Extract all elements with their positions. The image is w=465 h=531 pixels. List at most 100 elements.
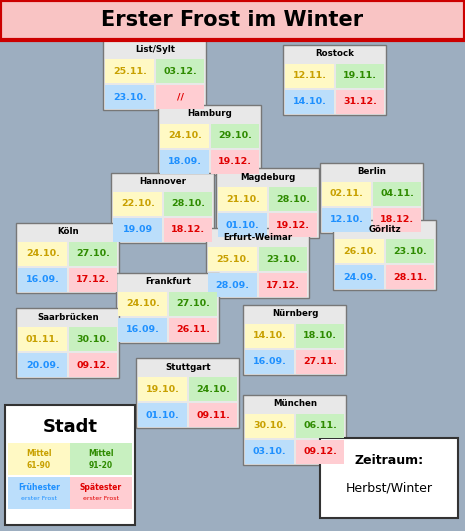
Text: Stadt: Stadt bbox=[42, 418, 98, 436]
Text: 20.09.: 20.09. bbox=[26, 361, 60, 370]
Text: 24.10.: 24.10. bbox=[196, 384, 230, 393]
FancyBboxPatch shape bbox=[106, 59, 154, 83]
Text: 27.10.: 27.10. bbox=[176, 299, 210, 309]
Text: 17.12.: 17.12. bbox=[76, 276, 110, 285]
FancyBboxPatch shape bbox=[106, 85, 154, 109]
Text: Köln: Köln bbox=[57, 227, 79, 236]
Text: 31.12.: 31.12. bbox=[343, 98, 377, 107]
FancyBboxPatch shape bbox=[219, 213, 267, 237]
FancyBboxPatch shape bbox=[336, 64, 385, 88]
FancyBboxPatch shape bbox=[69, 327, 118, 351]
FancyBboxPatch shape bbox=[139, 403, 187, 427]
Text: 27.10.: 27.10. bbox=[76, 250, 110, 259]
FancyBboxPatch shape bbox=[159, 105, 261, 175]
Text: 24.10.: 24.10. bbox=[168, 132, 202, 141]
Text: Mittel: Mittel bbox=[26, 449, 52, 458]
FancyBboxPatch shape bbox=[70, 443, 132, 475]
FancyBboxPatch shape bbox=[160, 124, 209, 148]
Text: Hamburg: Hamburg bbox=[187, 109, 232, 118]
Text: erster Frost: erster Frost bbox=[83, 496, 119, 501]
FancyBboxPatch shape bbox=[336, 265, 384, 289]
FancyBboxPatch shape bbox=[69, 268, 118, 292]
Text: Saarbrücken: Saarbrücken bbox=[37, 313, 99, 321]
Text: 24.10.: 24.10. bbox=[26, 250, 60, 259]
FancyBboxPatch shape bbox=[137, 358, 239, 428]
FancyBboxPatch shape bbox=[8, 477, 70, 509]
Text: erster Frost: erster Frost bbox=[21, 496, 57, 501]
Text: 22.10.: 22.10. bbox=[121, 200, 155, 209]
Text: 30.10.: 30.10. bbox=[76, 335, 110, 344]
Text: 19.11.: 19.11. bbox=[343, 72, 377, 81]
Text: 61-90: 61-90 bbox=[27, 460, 51, 469]
FancyBboxPatch shape bbox=[113, 192, 162, 216]
Text: 24.09.: 24.09. bbox=[343, 272, 377, 281]
Text: 04.11.: 04.11. bbox=[380, 190, 414, 199]
Text: München: München bbox=[273, 399, 317, 408]
Text: 26.10.: 26.10. bbox=[343, 246, 377, 255]
Text: 01.10.: 01.10. bbox=[226, 220, 259, 229]
FancyBboxPatch shape bbox=[5, 405, 135, 525]
Text: 06.11.: 06.11. bbox=[303, 422, 337, 431]
Text: 25.10.: 25.10. bbox=[216, 254, 250, 263]
Text: 01.11.: 01.11. bbox=[26, 335, 60, 344]
FancyBboxPatch shape bbox=[320, 163, 424, 233]
Text: 28.10.: 28.10. bbox=[276, 194, 310, 203]
FancyBboxPatch shape bbox=[373, 208, 421, 232]
Text: 18.09.: 18.09. bbox=[168, 158, 202, 167]
FancyBboxPatch shape bbox=[386, 239, 434, 263]
Text: 23.10.: 23.10. bbox=[393, 246, 427, 255]
Text: Magdeburg: Magdeburg bbox=[240, 173, 296, 182]
FancyBboxPatch shape bbox=[119, 318, 167, 342]
FancyBboxPatch shape bbox=[70, 477, 132, 509]
Text: 30.10.: 30.10. bbox=[253, 422, 286, 431]
Text: 26.11.: 26.11. bbox=[176, 326, 210, 335]
FancyBboxPatch shape bbox=[164, 218, 213, 242]
FancyBboxPatch shape bbox=[156, 85, 205, 109]
FancyBboxPatch shape bbox=[284, 45, 386, 115]
Text: 28.09.: 28.09. bbox=[216, 280, 250, 289]
FancyBboxPatch shape bbox=[320, 438, 458, 518]
Text: 09.12.: 09.12. bbox=[76, 361, 110, 370]
Text: Stuttgart: Stuttgart bbox=[165, 363, 211, 372]
Text: Erster Frost im Winter: Erster Frost im Winter bbox=[101, 10, 364, 30]
Text: 12.10.: 12.10. bbox=[330, 216, 364, 225]
FancyBboxPatch shape bbox=[333, 220, 437, 290]
FancyBboxPatch shape bbox=[0, 0, 465, 40]
FancyBboxPatch shape bbox=[296, 414, 345, 438]
FancyBboxPatch shape bbox=[16, 223, 120, 293]
Text: 25.11.: 25.11. bbox=[113, 66, 146, 75]
FancyBboxPatch shape bbox=[164, 192, 213, 216]
Text: Nürnberg: Nürnberg bbox=[272, 310, 318, 319]
FancyBboxPatch shape bbox=[206, 228, 310, 298]
Text: 29.10.: 29.10. bbox=[218, 132, 252, 141]
FancyBboxPatch shape bbox=[156, 59, 205, 83]
Text: Görlitz: Görlitz bbox=[369, 225, 401, 234]
FancyBboxPatch shape bbox=[217, 168, 319, 238]
Text: Spätester: Spätester bbox=[80, 483, 122, 492]
FancyBboxPatch shape bbox=[246, 350, 294, 374]
Text: Erfurt-Weimar: Erfurt-Weimar bbox=[224, 233, 292, 242]
Text: Zeitraum:: Zeitraum: bbox=[354, 453, 424, 467]
Text: Mittel: Mittel bbox=[88, 449, 114, 458]
Text: Frankfurt: Frankfurt bbox=[145, 278, 191, 287]
FancyBboxPatch shape bbox=[286, 90, 334, 114]
FancyBboxPatch shape bbox=[296, 350, 345, 374]
Text: List/Sylt: List/Sylt bbox=[135, 45, 175, 54]
Text: 18.12.: 18.12. bbox=[380, 216, 414, 225]
Text: Frühester: Frühester bbox=[18, 483, 60, 492]
FancyBboxPatch shape bbox=[113, 218, 162, 242]
FancyBboxPatch shape bbox=[286, 64, 334, 88]
FancyBboxPatch shape bbox=[139, 377, 187, 401]
FancyBboxPatch shape bbox=[169, 318, 218, 342]
FancyBboxPatch shape bbox=[8, 443, 70, 475]
FancyBboxPatch shape bbox=[19, 268, 67, 292]
FancyBboxPatch shape bbox=[69, 353, 118, 377]
FancyBboxPatch shape bbox=[244, 395, 346, 465]
Text: 09.11.: 09.11. bbox=[196, 410, 230, 419]
FancyBboxPatch shape bbox=[69, 242, 118, 266]
FancyBboxPatch shape bbox=[19, 353, 67, 377]
Text: 01.10.: 01.10. bbox=[146, 410, 179, 419]
FancyBboxPatch shape bbox=[219, 187, 267, 211]
FancyBboxPatch shape bbox=[169, 292, 218, 316]
Text: 23.10.: 23.10. bbox=[266, 254, 300, 263]
